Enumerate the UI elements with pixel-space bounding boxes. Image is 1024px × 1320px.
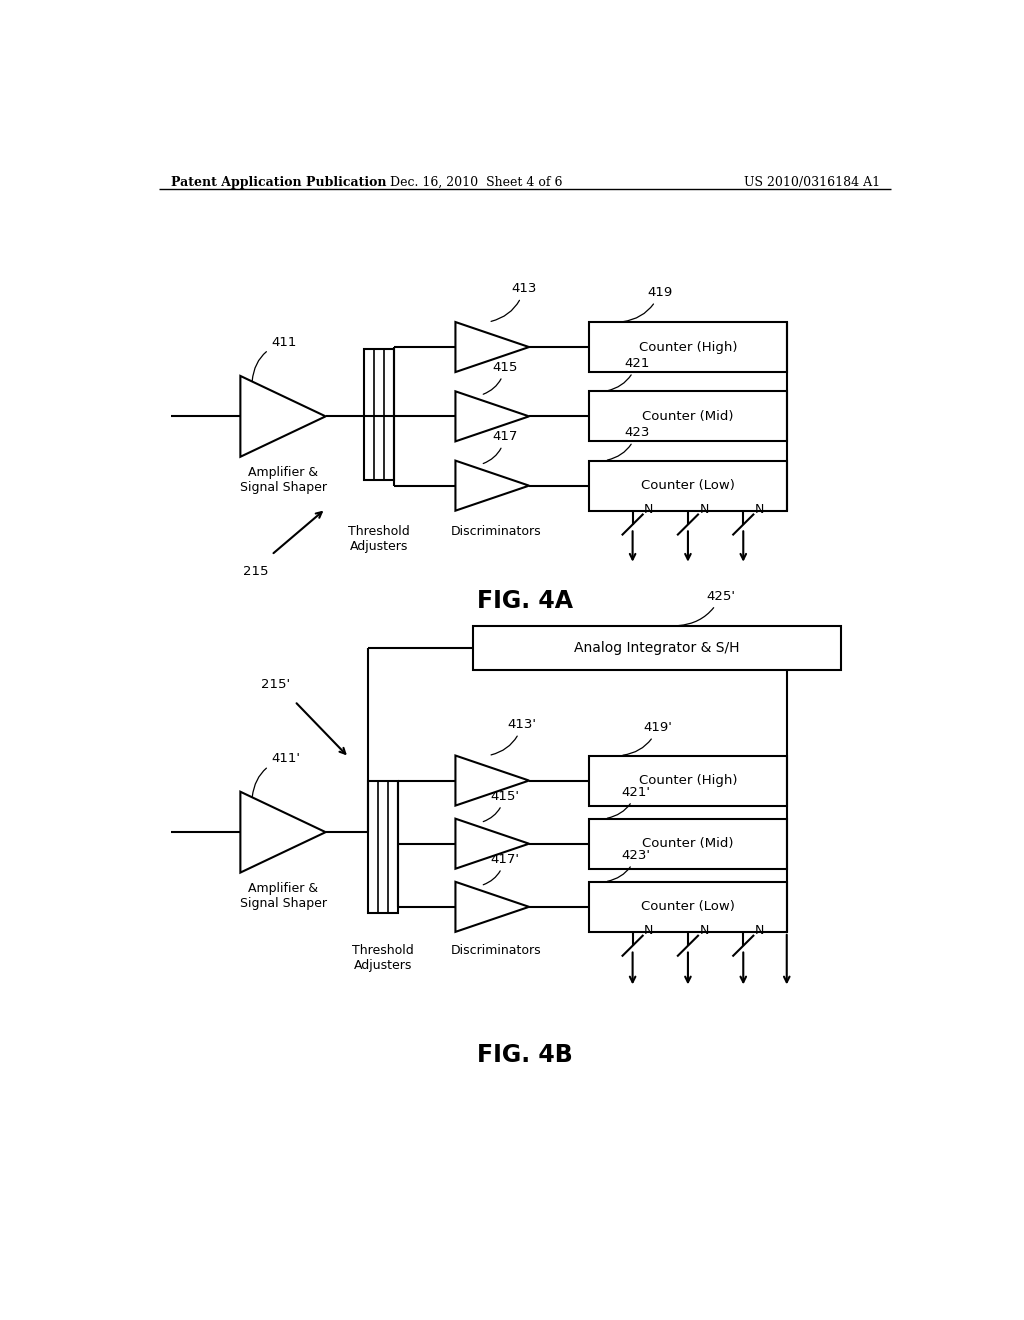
- Text: 413: 413: [492, 282, 537, 321]
- Text: FIG. 4B: FIG. 4B: [477, 1043, 572, 1068]
- Text: 417': 417': [483, 853, 519, 884]
- Text: Analog Integrator & S/H: Analog Integrator & S/H: [574, 642, 739, 655]
- Text: N: N: [699, 924, 709, 937]
- Text: 421: 421: [607, 356, 649, 391]
- Text: 425': 425': [678, 590, 735, 626]
- Bar: [365, 350, 394, 480]
- Bar: [589, 391, 786, 441]
- Text: 413': 413': [492, 718, 537, 755]
- Text: 215': 215': [261, 678, 290, 692]
- Text: 419': 419': [623, 721, 672, 755]
- Text: Counter (Mid): Counter (Mid): [642, 409, 733, 422]
- Text: 417: 417: [483, 430, 517, 463]
- Text: 423: 423: [607, 426, 649, 461]
- Text: N: N: [644, 924, 653, 937]
- Bar: [589, 755, 786, 805]
- Text: Amplifier &
Signal Shaper: Amplifier & Signal Shaper: [240, 466, 327, 494]
- Bar: [589, 818, 786, 869]
- Text: Counter (Low): Counter (Low): [641, 900, 735, 913]
- Text: Threshold
Adjusters: Threshold Adjusters: [352, 944, 414, 973]
- Text: 415: 415: [483, 360, 517, 395]
- Text: Discriminators: Discriminators: [451, 524, 542, 537]
- Text: 215: 215: [243, 565, 268, 578]
- Text: FIG. 4A: FIG. 4A: [477, 589, 572, 614]
- Text: Patent Application Publication: Patent Application Publication: [171, 176, 386, 189]
- Bar: [589, 322, 786, 372]
- Bar: [473, 626, 841, 671]
- Text: N: N: [755, 924, 764, 937]
- Text: 415': 415': [483, 789, 519, 821]
- Bar: [589, 461, 786, 511]
- Text: Counter (Mid): Counter (Mid): [642, 837, 733, 850]
- Text: N: N: [699, 503, 709, 516]
- Text: Counter (High): Counter (High): [639, 341, 737, 354]
- Text: Dec. 16, 2010  Sheet 4 of 6: Dec. 16, 2010 Sheet 4 of 6: [390, 176, 563, 189]
- Text: 423': 423': [607, 849, 650, 882]
- Text: Amplifier &
Signal Shaper: Amplifier & Signal Shaper: [240, 882, 327, 909]
- Text: US 2010/0316184 A1: US 2010/0316184 A1: [743, 176, 880, 189]
- Bar: [369, 780, 397, 913]
- Text: N: N: [755, 503, 764, 516]
- Text: Threshold
Adjusters: Threshold Adjusters: [348, 524, 410, 553]
- Text: 411: 411: [252, 337, 297, 381]
- Text: 411': 411': [252, 752, 300, 797]
- Text: Discriminators: Discriminators: [451, 944, 542, 957]
- Text: 421': 421': [607, 785, 650, 818]
- Text: N: N: [644, 503, 653, 516]
- Text: Counter (High): Counter (High): [639, 774, 737, 787]
- Bar: [589, 882, 786, 932]
- Text: Counter (Low): Counter (Low): [641, 479, 735, 492]
- Text: 419: 419: [623, 286, 673, 322]
